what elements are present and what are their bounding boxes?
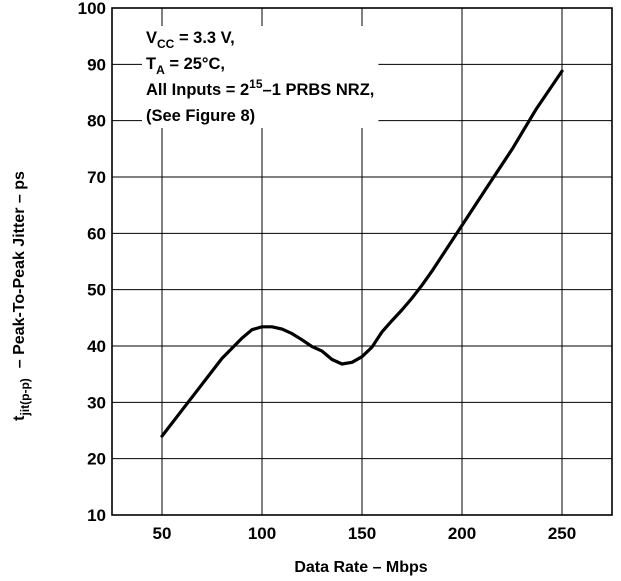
x-tick-label: 200 <box>448 524 476 543</box>
x-tick-label: 250 <box>548 524 576 543</box>
annotation-inputs: All Inputs = 215–1 PRBS NRZ, <box>146 77 374 99</box>
annotation-ta: TA = 25°C, <box>146 55 225 77</box>
y-tick-label: 40 <box>87 337 106 356</box>
y-tick-label: 90 <box>87 55 106 74</box>
annotation-figure-ref: (See Figure 8) <box>146 107 255 125</box>
y-tick-label: 80 <box>87 112 106 131</box>
y-axis-title: tjit(p-p)– Peak-To-Peak Jitter – ps <box>11 171 32 421</box>
y-tick-label: 70 <box>87 168 106 187</box>
y-tick-labels: 10 20 30 40 50 60 70 80 90 100 <box>78 0 106 525</box>
y-tick-label: 10 <box>87 506 106 525</box>
y-tick-label: 100 <box>78 0 106 18</box>
x-axis-title: Data Rate – Mbps <box>294 559 427 576</box>
y-tick-label: 60 <box>87 224 106 243</box>
annotation-background <box>142 26 379 128</box>
series-line <box>160 69 564 438</box>
test-conditions-annotation: VCC = 3.3 V, TA = 25°C, All Inputs = 215… <box>142 26 379 128</box>
y-tick-label: 30 <box>87 393 106 412</box>
x-tick-labels: 50 100 150 200 250 <box>153 524 577 543</box>
x-tick-label: 50 <box>153 524 172 543</box>
plot-frame <box>111 7 613 516</box>
annotation-vcc: VCC = 3.3 V, <box>146 29 235 51</box>
y-tick-label: 20 <box>87 450 106 469</box>
x-tick-label: 100 <box>248 524 276 543</box>
x-tick-label: 150 <box>348 524 376 543</box>
y-tick-label: 50 <box>87 281 106 300</box>
